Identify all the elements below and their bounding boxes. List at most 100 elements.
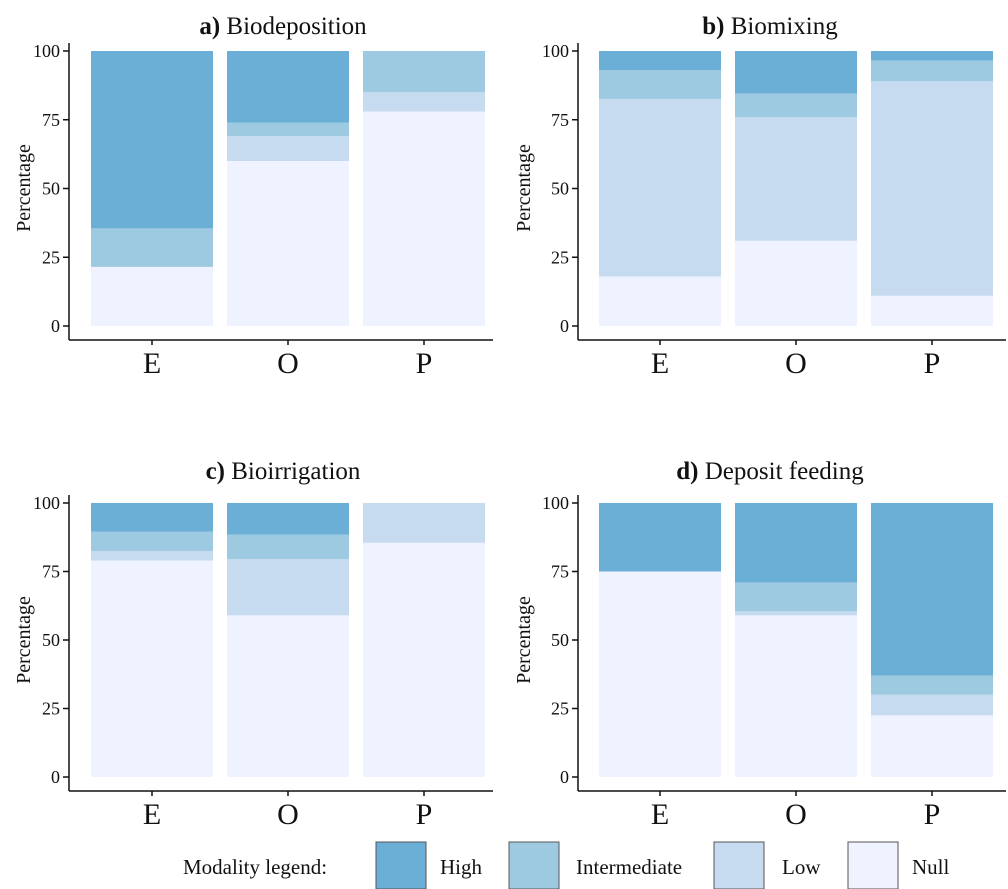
x-tick-label-o: O	[277, 347, 299, 380]
panel-biodeposition: a) Biodeposition E O P 0 25 50 75 100 Percentage	[13, 13, 493, 380]
panel-title: d) Deposit feeding	[676, 458, 864, 485]
bar-segment-p-low	[871, 81, 993, 296]
bar-segment-p-null	[363, 111, 485, 326]
y-tick-label-0: 0	[51, 316, 60, 336]
panel-title: b) Biomixing	[702, 13, 838, 40]
bar-segment-p-null	[871, 295, 993, 326]
legend-label-intermediate: Intermediate	[576, 855, 682, 879]
bar-segment-e-null	[599, 276, 721, 326]
bar-segment-p-high	[871, 503, 993, 676]
panel-bioirrigation: c) Bioirrigation E O P 0 25 50 75 100 Percentage	[13, 458, 493, 831]
legend-label-high: High	[440, 855, 483, 879]
legend-swatch-low	[713, 841, 765, 889]
bar-segment-o-high	[735, 503, 857, 583]
bar-segment-p-high	[871, 51, 993, 61]
legend-title: Modality legend:	[183, 855, 327, 879]
y-axis-label: Percentage	[513, 144, 535, 232]
y-tick-label-25: 25	[42, 699, 60, 719]
legend-item-high: High	[375, 841, 483, 889]
legend-swatch-intermediate	[508, 841, 560, 889]
legend: Modality legend: High Intermediate Low N…	[183, 841, 950, 889]
y-tick-label-25: 25	[551, 699, 569, 719]
panel-title-text: Biomixing	[725, 13, 839, 40]
y-tick-label-75: 75	[551, 562, 569, 582]
x-tick-label-o: O	[277, 798, 299, 831]
panel-deposit-feeding: d) Deposit feeding E O P 0 25 50 75 100 Percentag…	[513, 458, 1006, 831]
legend-label-low: Low	[782, 855, 821, 879]
bar-segment-o-intermediate	[735, 582, 857, 612]
bar-segment-o-high	[227, 503, 349, 535]
bar-segment-p-low	[363, 92, 485, 112]
legend-label-null: Null	[912, 855, 950, 879]
legend-swatch-high	[375, 841, 427, 889]
y-tick-label-75: 75	[42, 110, 60, 130]
bar-segment-p-intermediate	[363, 51, 485, 93]
panel-letter: c)	[206, 458, 225, 485]
bar-segment-e-intermediate	[91, 531, 213, 551]
x-tick-label-p: P	[924, 347, 941, 380]
bar-segment-e-high	[91, 503, 213, 532]
bar-segment-p-null	[363, 542, 485, 777]
bar-segment-o-intermediate	[227, 122, 349, 137]
bar-segment-e-high	[599, 503, 721, 572]
y-tick-label-75: 75	[551, 110, 569, 130]
y-tick-label-100: 100	[542, 493, 569, 513]
panel-letter: d)	[676, 458, 698, 485]
y-tick-label-100: 100	[33, 493, 60, 513]
y-tick-label-25: 25	[551, 247, 569, 267]
x-tick-label-e: E	[651, 347, 669, 380]
bar-segment-o-intermediate	[735, 93, 857, 117]
x-tick-label-p: P	[924, 798, 941, 831]
bar-segment-p-intermediate	[871, 675, 993, 695]
bar-segment-e-intermediate	[91, 228, 213, 267]
legend-item-intermediate: Intermediate	[508, 841, 682, 889]
bar-segment-e-high	[91, 51, 213, 229]
x-tick-label-e: E	[143, 798, 161, 831]
x-tick-label-e: E	[143, 347, 161, 380]
bar-segment-o-low	[227, 136, 349, 161]
legend-item-low: Low	[713, 841, 821, 889]
y-tick-label-50: 50	[551, 179, 569, 199]
x-tick-label-o: O	[785, 798, 807, 831]
bar-segment-p-low	[363, 503, 485, 543]
y-tick-label-100: 100	[542, 41, 569, 61]
bar-segment-o-high	[735, 51, 857, 94]
bar-segment-o-high	[227, 51, 349, 123]
bar-segment-e-null	[599, 571, 721, 777]
y-tick-label-0: 0	[560, 767, 569, 787]
panel-letter: a)	[199, 13, 220, 40]
panel-biomixing: b) Biomixing E O P 0 25 50 75 100 Percentage	[513, 13, 1006, 380]
y-tick-label-0: 0	[51, 767, 60, 787]
panel-letter: b)	[702, 13, 724, 40]
bar-segment-p-intermediate	[871, 60, 993, 82]
legend-swatch-null	[847, 841, 899, 889]
bar-segment-e-low	[91, 550, 213, 561]
bar-segment-o-null	[227, 161, 349, 326]
y-tick-label-50: 50	[42, 630, 60, 650]
x-tick-label-p: P	[416, 798, 433, 831]
panel-title-text: Biodeposition	[220, 13, 367, 40]
y-tick-label-0: 0	[560, 316, 569, 336]
panel-title-text: Deposit feeding	[699, 458, 865, 485]
x-tick-label-e: E	[651, 798, 669, 831]
bar-segment-p-null	[871, 715, 993, 777]
x-tick-label-o: O	[785, 347, 807, 380]
y-axis-label: Percentage	[513, 596, 535, 684]
x-tick-label-p: P	[416, 347, 433, 380]
bar-segment-o-intermediate	[227, 534, 349, 560]
bar-segment-e-null	[91, 266, 213, 326]
bar-segment-o-low	[735, 117, 857, 241]
bar-segment-o-null	[227, 615, 349, 777]
bar-segment-o-low	[735, 611, 857, 616]
panel-title: c) Bioirrigation	[206, 458, 361, 485]
panel-title-text: Bioirrigation	[225, 458, 361, 485]
y-axis-label: Percentage	[13, 596, 35, 684]
y-tick-label-100: 100	[33, 41, 60, 61]
bar-segment-e-intermediate	[599, 70, 721, 100]
y-tick-label-50: 50	[42, 179, 60, 199]
bar-segment-o-low	[227, 559, 349, 616]
bar-segment-e-high	[599, 51, 721, 71]
legend-item-null: Null	[847, 841, 950, 889]
